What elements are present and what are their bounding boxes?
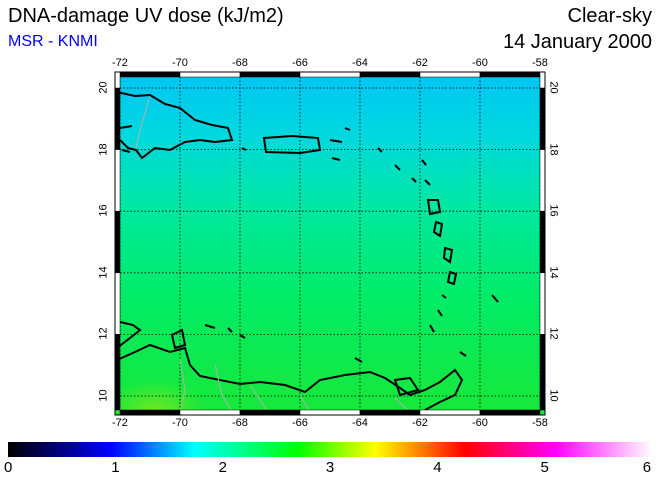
- lat-tick-left: 10: [97, 389, 110, 402]
- lat-tick-right: 20: [547, 81, 560, 94]
- frame-bar-left: [114, 334, 121, 397]
- frame-bar-right: [539, 149, 546, 212]
- lon-tick-bottom: -70: [172, 417, 188, 429]
- lat-tick-left: 20: [97, 81, 110, 94]
- frame-corner: [114, 395, 121, 411]
- colorbar-tick-label: 2: [218, 459, 227, 476]
- lon-tick-top: -72: [112, 57, 128, 69]
- frame-corner: [114, 71, 121, 89]
- lat-tick-left: 16: [97, 204, 110, 217]
- frame-bar-left: [114, 272, 121, 335]
- lon-tick-bottom: -58: [532, 417, 548, 429]
- frame-bar-right: [539, 87, 546, 150]
- venezuela-coast: [116, 321, 464, 411]
- colorbar-tick-label: 5: [540, 459, 549, 476]
- frame-bar-top: [119, 71, 181, 78]
- lat-tick-left: 18: [97, 142, 110, 156]
- lon-tick-bottom: -68: [232, 417, 248, 429]
- frame-bar-right: [539, 334, 546, 397]
- lon-tick-top: -64: [352, 57, 368, 69]
- lon-tick-bottom: -66: [292, 417, 308, 429]
- lon-tick-bottom: -64: [352, 417, 368, 429]
- frame-bar-bottom: [239, 409, 301, 416]
- frame-bar-right: [539, 272, 546, 335]
- frame-bar-top: [299, 71, 361, 78]
- lat-tick-right: 16: [547, 204, 560, 217]
- lon-tick-top: -58: [532, 57, 548, 69]
- frame-bar-top: [239, 71, 301, 78]
- lon-tick-top: -68: [232, 57, 248, 69]
- lon-tick-bottom: -72: [112, 417, 128, 429]
- lon-tick-top: -62: [412, 57, 428, 69]
- frame-bar-bottom: [119, 409, 181, 416]
- frame-bar-left: [114, 87, 121, 150]
- colorbar-tick-label: 6: [642, 459, 652, 476]
- frame-bar-bottom: [479, 409, 541, 416]
- date-label: 14 January 2000: [502, 31, 652, 53]
- colorbar-tick-label: 1: [111, 459, 120, 476]
- islands-coast: [119, 125, 467, 363]
- lon-tick-top: -60: [472, 57, 488, 69]
- lat-tick-right: 18: [547, 142, 560, 156]
- frame-bar-left: [114, 149, 121, 212]
- lat-tick-right: 12: [547, 327, 560, 341]
- hispaniola-coast: [116, 91, 234, 160]
- frame-bar-bottom: [299, 409, 361, 416]
- frame-corner: [539, 71, 546, 89]
- lon-tick-bottom: -62: [412, 417, 428, 429]
- frame-bar-top: [179, 71, 241, 78]
- lat-tick-right: 14: [547, 266, 560, 279]
- figure-title: DNA-damage UV dose (kJ/m2): [8, 5, 284, 27]
- frame-outline: [114, 71, 546, 416]
- frame-bar-bottom: [179, 409, 241, 416]
- map-frame: [114, 71, 546, 416]
- colorbar: [8, 442, 652, 457]
- frame-bar-bottom: [359, 409, 421, 416]
- lesser-antilles-coast: [377, 147, 499, 333]
- puerto-rico-coast: [262, 134, 322, 155]
- lat-tick-left: 12: [97, 327, 110, 341]
- uv-field-high-area: [115, 300, 315, 415]
- lon-tick-top: -70: [172, 57, 188, 69]
- country-borders: [135, 95, 411, 413]
- frame-bar-top: [419, 71, 481, 78]
- frame-bar-top: [359, 71, 421, 78]
- lat-tick-right: 10: [547, 389, 560, 402]
- trinidad-coast: [393, 376, 420, 397]
- frame-bar-top: [479, 71, 541, 78]
- lon-tick-bottom: -60: [472, 417, 488, 429]
- frame-bar-left: [114, 210, 121, 274]
- frame-bar-bottom: [419, 409, 481, 416]
- colorbar-tick-label: 4: [433, 459, 442, 476]
- condition-label: Clear-sky: [567, 5, 652, 27]
- colorbar-tick-label: 0: [4, 459, 13, 476]
- coastlines: [116, 91, 499, 411]
- lon-tick-top: -66: [292, 57, 308, 69]
- lat-tick-left: 14: [97, 266, 110, 279]
- curacao-coast: [170, 328, 187, 350]
- source-label: MSR - KNMI: [8, 33, 98, 50]
- colorbar-tick-label: 3: [325, 459, 335, 476]
- frame-corner: [539, 395, 546, 411]
- frame-bar-right: [539, 210, 546, 274]
